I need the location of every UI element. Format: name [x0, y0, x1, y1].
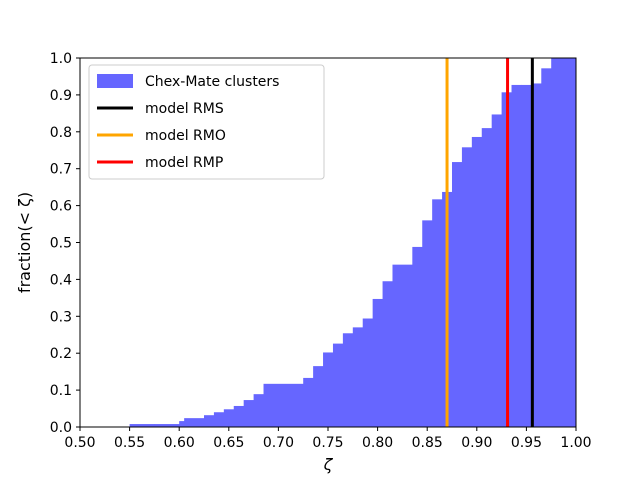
- x-axis-ticks: 0.50 0.55 0.60 0.65 0.70 0.75 0.80 0.85 0.90 0.95…: [64, 427, 592, 451]
- y-tick-label: 0.1: [50, 383, 72, 399]
- x-tick-label: 0.75: [312, 435, 343, 451]
- histogram-bar: [362, 318, 374, 427]
- y-axis-ticks: 0.0 0.1 0.2 0.3 0.4 0.5 0.6 0.7 0.8 0.9 1.0: [50, 51, 80, 436]
- histogram-bar: [263, 383, 304, 427]
- y-tick-label: 0.5: [50, 236, 72, 252]
- histogram-bar: [313, 366, 324, 427]
- histogram-bar: [531, 83, 542, 427]
- histogram-bar: [461, 147, 473, 427]
- x-tick-label: 1.00: [560, 435, 591, 451]
- histogram-bar: [452, 162, 463, 428]
- x-tick-label: 0.90: [461, 435, 492, 451]
- histogram-bar: [481, 128, 493, 428]
- histogram-bar: [382, 281, 393, 427]
- y-tick-label: 0.2: [50, 346, 72, 362]
- x-tick-label: 0.65: [213, 435, 244, 451]
- legend: Chex-Mate clusters model RMS model RMO mode…: [88, 64, 325, 180]
- y-tick-label: 0.9: [50, 88, 72, 104]
- x-tick-label: 0.50: [64, 435, 95, 451]
- x-tick-label: 0.55: [114, 435, 145, 451]
- histogram-bar: [342, 333, 354, 427]
- y-tick-label: 0.7: [50, 162, 72, 178]
- histogram-bar: [204, 415, 215, 427]
- model-lines: [445, 58, 534, 427]
- legend-label: model RMO: [145, 128, 226, 144]
- histogram-bar: [184, 418, 205, 427]
- histogram-bars: [129, 58, 577, 428]
- y-tick-label: 0.4: [50, 272, 72, 288]
- histogram-bar: [129, 424, 155, 427]
- legend-swatch: [97, 74, 133, 88]
- histogram-bar: [521, 84, 532, 427]
- histogram-bar: [422, 220, 433, 427]
- histogram-bar: [223, 409, 235, 427]
- histogram-bar: [432, 199, 443, 427]
- y-tick-label: 1.0: [50, 51, 72, 67]
- x-tick-label: 0.60: [164, 435, 195, 451]
- histogram-bar: [471, 136, 483, 427]
- histogram-bar: [332, 343, 344, 427]
- histogram-bar: [372, 298, 383, 427]
- histogram-bar: [179, 421, 185, 427]
- x-tick-label: 0.70: [263, 435, 294, 451]
- histogram-bar: [154, 424, 180, 427]
- legend-label: model RMS: [145, 101, 224, 117]
- y-tick-label: 0.8: [50, 125, 72, 141]
- legend-box: [88, 64, 325, 180]
- x-tick-label: 0.80: [362, 435, 393, 451]
- histogram-bar: [541, 68, 552, 427]
- y-tick-label: 0.6: [50, 199, 72, 215]
- y-axis-label: fraction(< ζ): [15, 192, 34, 293]
- x-tick-label: 0.95: [511, 435, 542, 451]
- histogram-bar: [303, 377, 314, 427]
- histogram-bar: [243, 400, 254, 427]
- histogram-bar: [412, 246, 423, 427]
- histogram-bar: [323, 352, 334, 427]
- legend-label: Chex-Mate clusters: [145, 74, 279, 90]
- histogram-bar: [511, 84, 522, 427]
- histogram-bar: [491, 114, 502, 427]
- y-tick-label: 0.3: [50, 309, 72, 325]
- histogram-bar: [233, 405, 245, 427]
- histogram-bar: [352, 327, 364, 427]
- legend-label: model RMP: [145, 155, 223, 171]
- x-axis-label: ζ: [323, 455, 334, 474]
- x-tick-label: 0.85: [412, 435, 443, 451]
- histogram-bar: [253, 394, 264, 427]
- histogram-bar: [392, 264, 413, 427]
- histogram-bar: [551, 58, 577, 427]
- histogram-bar: [213, 412, 225, 427]
- y-tick-label: 0.0: [50, 420, 72, 436]
